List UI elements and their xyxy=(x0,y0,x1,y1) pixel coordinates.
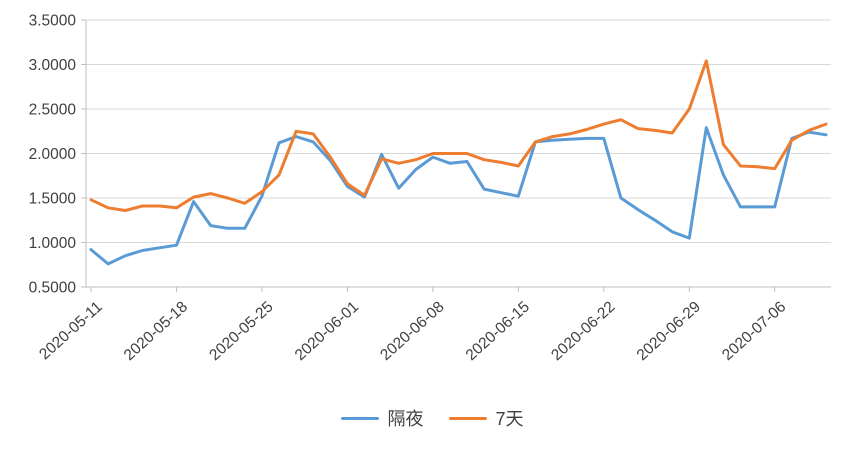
y-axis-label: 3.0000 xyxy=(29,57,77,74)
x-axis-label: 2020-05-11 xyxy=(36,298,105,363)
legend: 隔夜 7天 xyxy=(0,403,865,433)
y-axis-label: 2.5000 xyxy=(29,102,77,119)
x-axis-label: 2020-06-01 xyxy=(292,298,362,364)
series-line-overnight xyxy=(89,126,828,266)
y-axis-label: 1.0000 xyxy=(29,235,77,252)
series-line-7day xyxy=(89,59,828,212)
x-axis-label: 2020-07-06 xyxy=(719,298,789,364)
x-axis-label: 2020-06-08 xyxy=(377,298,447,364)
overnight-line-swatch xyxy=(341,416,380,420)
legend-label-7day: 7天 xyxy=(495,409,524,429)
x-axis-label: 2020-06-15 xyxy=(463,298,533,364)
x-axis-label: 2020-05-18 xyxy=(121,298,191,364)
seven-day-line-swatch xyxy=(449,416,488,420)
x-axis-label: 2020-06-22 xyxy=(548,298,618,364)
line-chart-svg: 0.5000 1.0000 1.5000 2.0000 2.5000 3.0000 3.50… xyxy=(29,13,831,364)
y-axis-label: 0.5000 xyxy=(29,280,77,297)
legend-item-7day: 7天 xyxy=(449,405,524,431)
y-axis-label: 3.5000 xyxy=(29,13,77,30)
legend-item-overnight: 隔夜 xyxy=(341,405,423,431)
legend-label-overnight: 隔夜 xyxy=(387,409,424,429)
y-axis-label: 1.5000 xyxy=(29,191,77,208)
x-axis-label: 2020-06-29 xyxy=(634,298,704,364)
x-axis-label: 2020-05-25 xyxy=(206,298,276,364)
y-axis-label: 2.0000 xyxy=(29,146,77,163)
